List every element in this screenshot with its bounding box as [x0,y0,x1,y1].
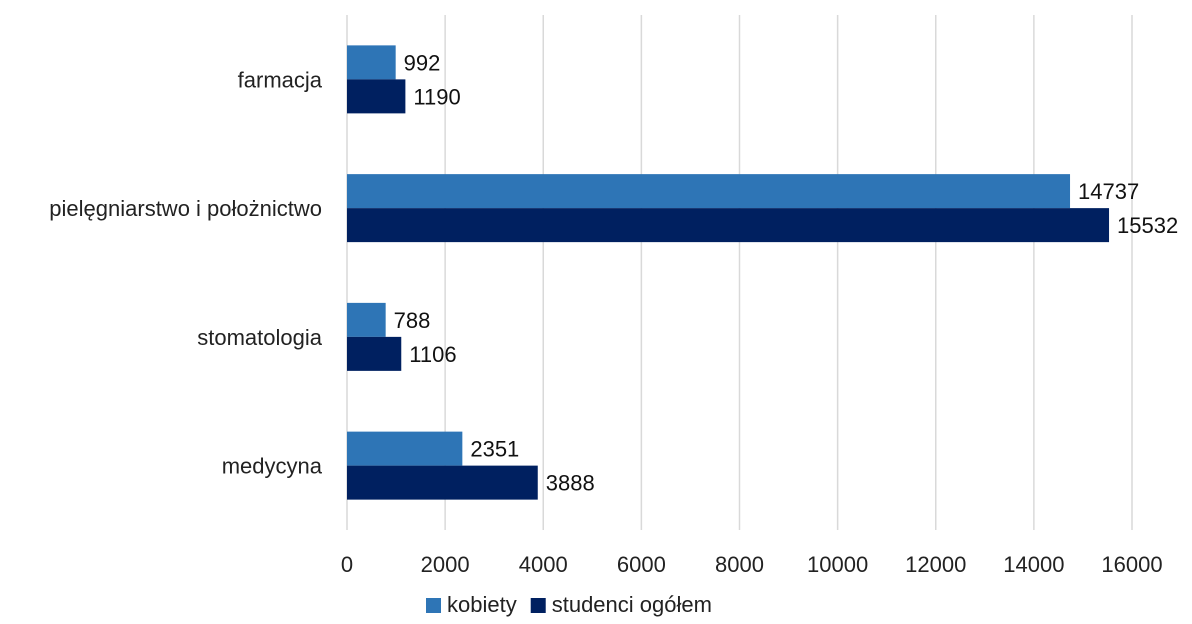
legend-item: studenci ogółem [530,592,712,617]
legend-swatch [530,598,546,613]
category-label: stomatologia [197,325,323,350]
bar-kobiety [347,431,463,466]
bars [347,45,1110,500]
bar-kobiety [347,45,396,80]
data-label: 1190 [413,84,460,109]
x-tick-label: 0 [341,552,353,577]
data-label: 992 [404,50,441,75]
legend-item: kobiety [426,592,517,617]
x-axis-tick-labels: 0 2000 4000 6000 8000 10000 12000 14000 16000 [341,552,1163,577]
data-label: 15532 [1117,213,1178,238]
bar-studenci-ogółem [347,79,406,114]
data-label: 3888 [546,471,595,496]
bar-studenci-ogółem [347,208,1110,243]
x-tick-label: 2000 [421,552,470,577]
gridlines [346,15,1133,530]
x-tick-label: 16000 [1101,552,1162,577]
data-label: 14737 [1078,179,1139,204]
x-tick-label: 10000 [807,552,868,577]
legend-label: kobiety [447,592,517,617]
legend-swatch [426,598,441,613]
category-labels: farmacja pielęgniarstwo i położnictwo stom… [49,67,322,478]
bar-studenci-ogółem [347,336,402,371]
data-label: 2351 [470,437,519,462]
category-label: medycyna [222,454,323,479]
category-label: pielęgniarstwo i położnictwo [49,196,322,221]
bar-studenci-ogółem [347,465,538,500]
data-label: 788 [394,308,431,333]
x-tick-label: 12000 [905,552,966,577]
x-tick-label: 14000 [1003,552,1064,577]
x-tick-label: 6000 [617,552,666,577]
x-tick-label: 8000 [715,552,764,577]
data-label: 1106 [409,342,456,367]
bar-kobiety [347,174,1071,209]
bar-kobiety [347,302,386,337]
x-tick-label: 4000 [519,552,568,577]
legend-label: studenci ogółem [552,592,712,617]
legend: kobiety studenci ogółem [426,592,712,617]
data-labels: 992 1190 14737 15532 788 1106 2351 3888 [394,50,1179,495]
category-label: farmacja [238,67,323,92]
